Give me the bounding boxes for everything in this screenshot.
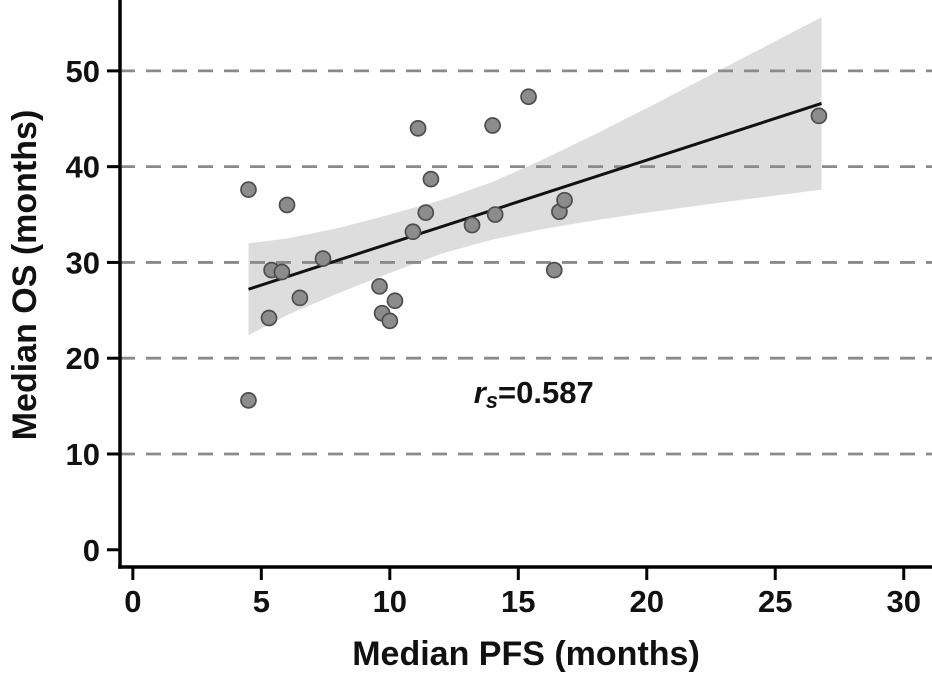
annotation-r-subscript: s <box>486 388 498 413</box>
x-tick-label: 20 <box>630 584 664 619</box>
y-tick-label: 10 <box>66 437 100 472</box>
confidence-band <box>248 17 822 336</box>
annotation-value: =0.587 <box>498 375 594 410</box>
data-point <box>417 204 435 221</box>
data-point <box>240 181 257 198</box>
data-point <box>404 223 422 241</box>
x-tick-label: 30 <box>886 584 920 619</box>
data-point <box>556 191 573 209</box>
data-point <box>240 391 257 409</box>
data-point <box>278 196 296 214</box>
x-tick-label: 5 <box>253 584 270 619</box>
x-axis-title: Median PFS (months) <box>352 635 700 673</box>
data-point <box>273 263 291 281</box>
y-tick-label: 20 <box>66 341 100 376</box>
data-point <box>409 119 427 137</box>
data-point <box>371 278 388 295</box>
x-tick-label: 10 <box>373 584 407 619</box>
y-axis-title: Median OS (months) <box>6 110 44 441</box>
data-point <box>381 312 399 330</box>
y-tick-label: 30 <box>66 245 100 280</box>
x-tick-label: 25 <box>758 584 792 619</box>
data-point <box>810 107 828 125</box>
data-point <box>291 289 309 307</box>
annotation-r: r <box>474 375 488 410</box>
axes-layer <box>107 0 932 580</box>
y-tick-label: 50 <box>66 54 100 89</box>
correlation-annotation: rs=0.587 <box>474 375 594 413</box>
data-point <box>520 88 537 106</box>
regression-line-layer <box>248 102 822 291</box>
regression-line <box>248 102 822 291</box>
data-point <box>463 216 481 234</box>
x-tick-labels: 0 5 10 15 20 25 30 <box>124 584 921 619</box>
y-tick-label: 0 <box>83 533 100 568</box>
data-point <box>314 250 332 267</box>
y-tick-labels: 0 10 20 30 40 50 <box>66 54 100 568</box>
data-point <box>422 170 440 188</box>
data-points-layer <box>240 88 828 409</box>
gridlines-layer <box>120 69 932 456</box>
data-point <box>484 117 501 134</box>
x-tick-label: 15 <box>501 584 535 619</box>
data-point <box>486 206 504 223</box>
data-point <box>260 309 278 327</box>
data-point <box>545 261 563 279</box>
x-tick-label: 0 <box>124 584 141 619</box>
confidence-band-layer <box>248 17 822 336</box>
y-tick-label: 40 <box>66 150 100 185</box>
data-point <box>386 292 404 310</box>
